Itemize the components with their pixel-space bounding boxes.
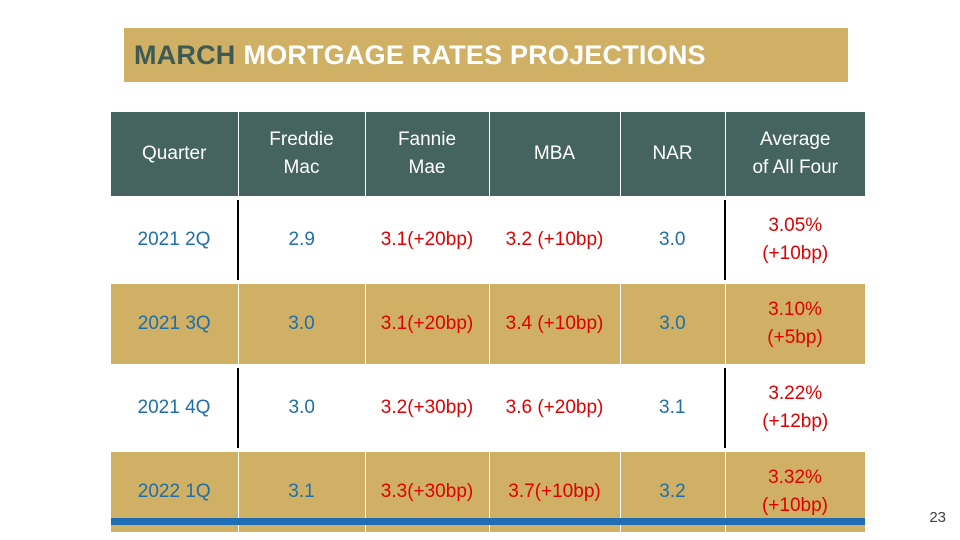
cell-nar: 3.0 [620, 282, 726, 366]
cell-average: 3.05% (+10bp) [724, 198, 866, 282]
title-bar: MARCH MORTGAGE RATES PROJECTIONS [124, 28, 848, 82]
cell-mba: 3.6 (+20bp) [489, 366, 621, 450]
title-accent: MARCH [134, 39, 236, 70]
cell-fannie: 3.1(+20bp) [365, 198, 490, 282]
cell-freddie: 3.0 [238, 282, 366, 366]
header-freddie-mac: Freddie Mac [238, 112, 366, 198]
header-nar: NAR [620, 112, 726, 198]
header-mba: MBA [489, 112, 621, 198]
header-fannie-mae: Fannie Mae [365, 112, 490, 198]
cell-fannie: 3.2(+30bp) [365, 366, 490, 450]
cell-fannie: 3.1(+20bp) [365, 282, 490, 366]
bottom-accent-bar [111, 518, 865, 525]
page-number: 23 [929, 509, 946, 526]
table-row: 2021 4Q 3.0 3.2(+30bp) 3.6 (+20bp) 3.1 3… [111, 366, 866, 450]
cell-freddie: 2.9 [238, 198, 366, 282]
cell-freddie: 3.0 [238, 366, 366, 450]
rates-table: Quarter Freddie Mac Fannie Mae MBA NAR Ave… [111, 112, 866, 532]
header-quarter: Quarter [111, 112, 239, 198]
cell-average: 3.22% (+12bp) [724, 366, 866, 450]
cell-quarter: 2021 4Q [111, 366, 239, 450]
cell-mba: 3.4 (+10bp) [489, 282, 621, 366]
table-row: 2021 3Q 3.0 3.1(+20bp) 3.4 (+10bp) 3.0 3… [111, 282, 866, 366]
cell-nar: 3.1 [620, 366, 726, 450]
table-row: 2021 2Q 2.9 3.1(+20bp) 3.2 (+10bp) 3.0 3… [111, 198, 866, 282]
cell-quarter: 2021 3Q [111, 282, 239, 366]
header-row: Quarter Freddie Mac Fannie Mae MBA NAR Ave… [111, 112, 865, 198]
header-average: Average of All Four [725, 112, 865, 198]
cell-quarter: 2021 2Q [111, 198, 239, 282]
cell-average: 3.10% (+5bp) [725, 282, 866, 366]
title-main: MORTGAGE RATES PROJECTIONS [243, 39, 706, 70]
cell-mba: 3.2 (+10bp) [489, 198, 621, 282]
cell-nar: 3.0 [620, 198, 726, 282]
